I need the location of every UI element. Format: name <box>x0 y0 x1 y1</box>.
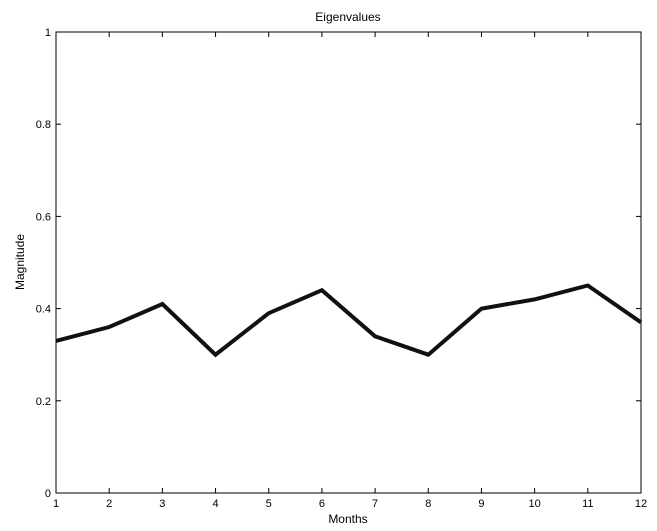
x-tick-label: 11 <box>582 498 593 510</box>
data-point <box>107 325 111 329</box>
data-point <box>479 307 483 311</box>
x-tick-label: 8 <box>425 498 431 510</box>
y-tick-label: 1 <box>45 27 51 39</box>
chart-title: Eigenvalues <box>315 10 380 24</box>
y-tick-label: 0 <box>45 488 51 500</box>
y-tick-label: 0.8 <box>36 119 51 131</box>
x-ticks: 1 2 3 4 5 6 7 8 9 10 11 12 <box>53 32 647 510</box>
x-tick-label: 7 <box>372 498 378 510</box>
data-point <box>533 297 537 301</box>
data-point <box>586 284 590 288</box>
data-point <box>320 288 324 292</box>
y-ticks: 0 0.2 0.4 0.6 0.8 1 <box>36 27 641 500</box>
x-tick-label: 5 <box>266 498 272 510</box>
series-line <box>55 283 643 358</box>
x-tick-label: 3 <box>159 498 165 510</box>
x-tick-label: 4 <box>212 498 218 510</box>
x-tick-label: 6 <box>319 498 325 510</box>
data-point <box>373 334 377 338</box>
x-tick-label: 9 <box>478 498 484 510</box>
axes-box <box>55 31 642 494</box>
x-tick-label: 2 <box>106 498 112 510</box>
data-point <box>214 353 218 357</box>
data-point <box>267 311 271 315</box>
x-tick-label: 10 <box>529 498 541 510</box>
data-point <box>639 320 643 324</box>
y-tick-label: 0.4 <box>36 304 51 316</box>
data-point <box>54 339 58 343</box>
x-axis-label: Months <box>328 512 367 526</box>
axes-frame <box>55 31 642 494</box>
x-tick-label: 1 <box>53 498 59 510</box>
series-layer <box>54 283 643 358</box>
data-point <box>160 302 164 306</box>
y-tick-label: 0.2 <box>36 396 51 408</box>
y-axis-label: Magnitude <box>13 234 27 290</box>
y-tick-label: 0.6 <box>36 211 51 223</box>
x-tick-label: 12 <box>635 498 647 510</box>
data-point <box>426 353 430 357</box>
